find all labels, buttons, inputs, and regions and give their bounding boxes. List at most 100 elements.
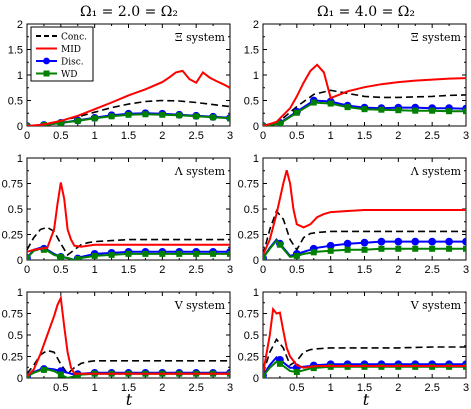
x-tick-label: 0.5 <box>53 130 68 142</box>
x-tick-label: 3 <box>463 264 469 276</box>
marker-wd <box>91 252 98 259</box>
y-tick-label: 0.75 <box>238 179 259 191</box>
x-tick-label: 2.5 <box>189 264 204 276</box>
x-tick-label: 1.5 <box>357 130 372 142</box>
marker-wd <box>74 372 81 378</box>
series-line-conc <box>263 209 466 256</box>
marker-wd <box>412 245 419 252</box>
marker-disc <box>360 238 369 247</box>
x-tick-label: 1.5 <box>357 382 372 394</box>
series-group <box>263 169 466 260</box>
y-tick-label: 0 <box>17 255 23 267</box>
legend-box <box>30 26 94 82</box>
y-tick-label: 0.25 <box>2 352 23 364</box>
panel-title: V system <box>174 299 226 312</box>
panel-title: Λ system <box>174 165 226 178</box>
y-tick-label: 1 <box>17 70 23 82</box>
chart-panel-5: 0.5 1 1.5 2 2.5 3 0 0.25 0.5 0.75 1 V system <box>238 287 469 394</box>
marker-wd <box>210 250 217 257</box>
x-tick-label: 2 <box>159 382 165 394</box>
panel-title: V system <box>410 299 462 312</box>
x-tick-label: 3 <box>227 264 233 276</box>
x-tick-label: 1.5 <box>121 382 136 394</box>
y-tick-label: 1 <box>253 287 259 299</box>
marker-wd <box>193 250 200 257</box>
panels: 0 0.5 1 1.5 2 2.5 3 0 0.5 1 1.5 2 Ξ system 0 0.5 1 1.5 2 2… <box>2 19 469 394</box>
y-tick-label: 0.75 <box>2 309 23 321</box>
marker-wd <box>57 119 64 126</box>
marker-wd <box>378 106 385 113</box>
x-tick-label: 2.5 <box>425 130 440 142</box>
x-tick-label: 1 <box>92 264 98 276</box>
y-tick-label: 0.25 <box>2 230 23 242</box>
x-tick-label: 0 <box>260 130 266 142</box>
marker-wd <box>227 250 230 257</box>
marker-wd <box>176 250 183 257</box>
chart-panel-2: 0 0.5 1 1.5 2 2.5 3 0 0.25 0.5 0.75 1 Λ system <box>2 153 233 276</box>
column-title-left: Ω₁ = 2.0 = Ω₂ <box>80 4 178 20</box>
x-tick-label: 1 <box>328 264 334 276</box>
x-tick-label: 2 <box>395 130 401 142</box>
x-tick-label: 2.5 <box>189 130 204 142</box>
x-axis-label-right: t <box>363 390 370 409</box>
y-tick-label: 0.5 <box>244 330 259 342</box>
y-tick-label: 0 <box>17 121 23 133</box>
legend-label: Conc. <box>61 33 87 43</box>
legend: Conc. MID Disc. WD <box>30 26 94 82</box>
y-tick-label: 0.5 <box>244 204 259 216</box>
y-tick-label: 1 <box>253 70 259 82</box>
marker-wd <box>463 245 466 252</box>
y-tick-label: 1 <box>17 287 23 299</box>
y-tick-label: 1 <box>253 153 259 165</box>
series-group <box>27 294 230 378</box>
series-line-mid <box>27 69 230 126</box>
panel-title: Λ system <box>410 165 462 178</box>
marker-wd <box>142 111 149 118</box>
series-group <box>27 69 230 126</box>
series-line-conc <box>263 89 466 126</box>
marker-wd <box>40 246 47 253</box>
marker-wd <box>263 254 266 260</box>
x-tick-label: 3 <box>227 130 233 142</box>
x-tick-label: 1.5 <box>357 264 372 276</box>
y-tick-label: 0.75 <box>238 309 259 321</box>
marker-wd <box>193 113 200 120</box>
y-tick-label: 0.5 <box>244 96 259 108</box>
marker-wd <box>395 245 402 252</box>
marker-wd <box>27 254 30 260</box>
y-tick-label: 2 <box>17 19 23 31</box>
x-tick-label: 0.5 <box>289 264 304 276</box>
marker-wd <box>412 107 419 114</box>
marker-wd <box>293 368 300 375</box>
marker-disc <box>462 237 466 246</box>
x-tick-label: 3 <box>463 130 469 142</box>
marker-wd <box>57 371 64 378</box>
x-tick-label: 2 <box>395 264 401 276</box>
x-tick-label: 2 <box>159 264 165 276</box>
x-tick-label: 0 <box>24 264 30 276</box>
marker-wd <box>27 123 30 126</box>
y-tick-label: 0 <box>17 373 23 385</box>
x-tick-label: 0.5 <box>53 382 68 394</box>
marker-wd <box>293 109 300 116</box>
marker-wd <box>310 365 317 372</box>
marker-wd <box>40 366 47 373</box>
marker-wd <box>227 115 230 122</box>
marker-disc <box>445 237 453 246</box>
chart-panel-1: 0 0.5 1 1.5 2 2.5 3 0 0.5 1 1.5 2 Ξ system <box>244 19 469 142</box>
y-tick-label: 0 <box>253 121 259 133</box>
y-tick-label: 1.5 <box>244 45 259 57</box>
marker-wd <box>159 111 166 118</box>
marker-wd <box>263 373 266 378</box>
marker-disc <box>428 237 437 246</box>
x-axis-label-left: t <box>126 390 133 409</box>
legend-label: Disc. <box>61 58 84 68</box>
x-tick-label: 1 <box>328 130 334 142</box>
marker-wd <box>429 107 436 114</box>
series-group <box>27 182 230 260</box>
marker-wd <box>446 108 453 115</box>
x-tick-label: 0.5 <box>289 382 304 394</box>
y-tick-label: 0.5 <box>8 96 23 108</box>
marker-wd <box>74 255 81 260</box>
series-line-mid <box>263 63 466 126</box>
